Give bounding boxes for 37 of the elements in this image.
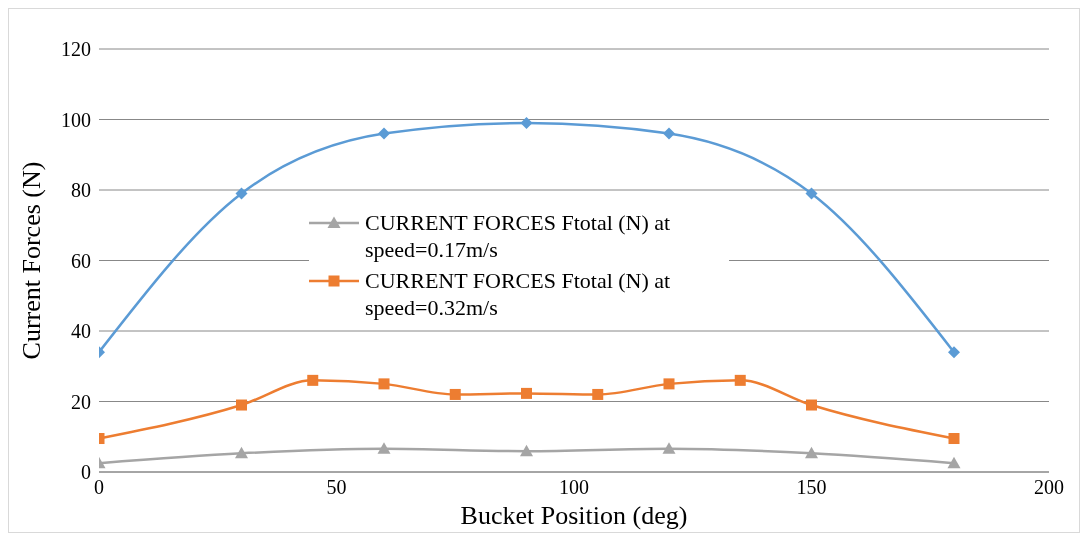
point [948,346,960,359]
legend-label: CURRENT FORCES Ftotal (N) at speed=0.32m/s [365,267,672,321]
point [235,446,248,459]
point [377,442,391,454]
y-tick-label: 80 [71,179,91,202]
point [378,127,390,140]
x-tick-label: 150 [796,476,827,499]
y-tick-label: 60 [71,249,91,272]
y-tick-label: 40 [71,320,91,343]
point [663,378,675,390]
point [235,187,248,200]
point [947,456,961,469]
point [806,399,817,411]
x-tick-label: 200 [1034,476,1064,499]
point [449,388,461,400]
y-tick-label: 0 [81,461,91,484]
point [520,117,533,130]
x-axis-title: Bucket Position (deg) [460,501,688,530]
legend-label: CURRENT FORCES Ftotal (N) at speed=0.17m/s [365,209,672,263]
point [805,446,818,459]
point [734,374,746,386]
point [520,444,533,457]
point [805,187,818,200]
point [948,433,960,445]
point [662,442,676,454]
point [378,378,390,390]
point [236,399,247,411]
y-axis-title: Current Forces (N) [17,161,47,360]
y-tick-label: 120 [61,38,91,61]
point [521,387,532,399]
y-tick-label: 100 [61,108,91,131]
point [307,374,319,386]
x-tick-label: 100 [559,476,589,499]
point [663,127,675,140]
point [592,388,604,400]
x-tick-label: 50 [326,476,347,499]
y-tick-label: 20 [71,390,91,413]
